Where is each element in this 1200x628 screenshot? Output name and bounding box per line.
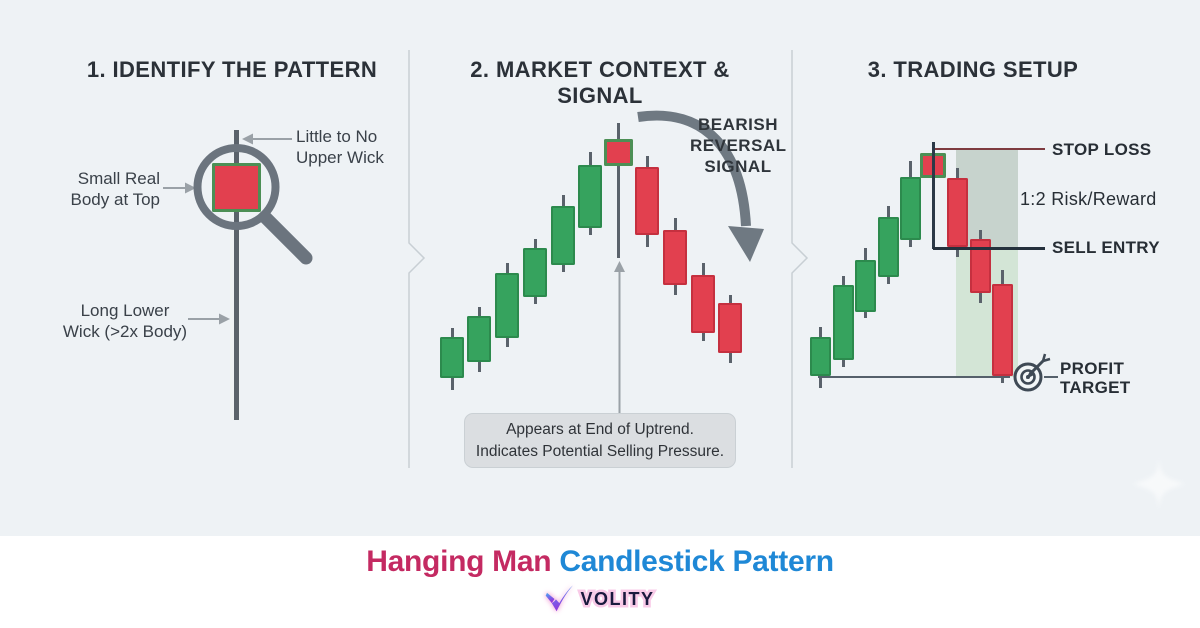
uptrend-note-box: Appears at End of Uptrend. Indicates Pot… — [464, 413, 736, 468]
entry-connector-line — [932, 142, 935, 249]
candle-body — [523, 248, 547, 297]
candle-body — [440, 337, 464, 378]
hanging-man-body — [603, 139, 633, 166]
label-real-body: Small Real Body at Top — [50, 168, 160, 210]
bearish-signal-line3: SIGNAL — [704, 157, 772, 176]
bearish-signal-line1: BEARISH — [697, 115, 778, 134]
candle-body — [551, 206, 575, 265]
bearish-signal-line2: REVERSAL — [690, 136, 787, 155]
panel-title-context: 2. MARKET CONTEXT & SIGNAL — [470, 57, 730, 108]
brand-name: VOLITY — [578, 586, 656, 611]
uptrend-note-line2: Indicates Potential Selling Pressure. — [475, 443, 725, 460]
profit-target-line1: PROFIT — [1060, 359, 1125, 378]
page-title-accent: Hanging Man — [366, 545, 552, 578]
stop-loss-label: STOP LOSS — [1052, 140, 1152, 159]
brand-row: VOLITY — [0, 582, 1200, 616]
label-lower-wick-line2: Wick (>2x Body) — [62, 322, 188, 341]
candle-body — [495, 273, 519, 338]
risk-reward-label: 1:2 Risk/Reward — [1020, 189, 1157, 209]
candle-body — [718, 303, 742, 353]
sell-entry-line — [933, 247, 1045, 250]
candle-body — [899, 177, 921, 240]
page-title: Hanging Man Candlestick Pattern — [0, 545, 1200, 579]
stop-loss-line — [933, 147, 1045, 150]
candle-body — [877, 217, 899, 277]
page-title-rest: Candlestick Pattern — [551, 545, 834, 578]
label-upper-wick: Little to No Upper Wick — [296, 126, 384, 168]
target-link-line — [1044, 375, 1058, 378]
volity-logo-icon — [546, 585, 574, 612]
candle-body — [969, 239, 991, 293]
profit-target-line2: TARGET — [1060, 378, 1131, 397]
footer-band — [0, 536, 1200, 628]
sparkle-watermark-icon — [1133, 458, 1185, 510]
label-lower-wick-line1: Long Lower — [80, 301, 170, 320]
candle-body — [854, 260, 876, 312]
hangman-long-wick — [234, 130, 239, 420]
bearish-signal-label: BEARISH REVERSAL SIGNAL — [690, 114, 786, 177]
candle-body — [578, 165, 602, 228]
label-lower-wick: Long Lower Wick (>2x Body) — [55, 300, 195, 342]
candle-body — [809, 337, 831, 376]
candle-body — [946, 178, 968, 247]
uptrend-note-line1: Appears at End of Uptrend. — [506, 421, 694, 438]
sell-entry-label: SELL ENTRY — [1052, 238, 1160, 257]
label-upper-wick-line2: Upper Wick — [296, 148, 384, 167]
profit-target-line — [818, 375, 1010, 378]
panel-title-identify: 1. IDENTIFY THE PATTERN — [86, 57, 378, 82]
panel-title-setup: 3. TRADING SETUP — [867, 57, 1079, 82]
hanging-man-wick — [616, 123, 620, 258]
candle-body — [991, 284, 1013, 376]
candle-body — [832, 285, 854, 360]
label-real-body-line1: Small Real — [77, 169, 160, 188]
candle-body — [691, 275, 715, 333]
candle-body — [663, 230, 687, 285]
profit-target-label: PROFIT TARGET — [1060, 359, 1130, 397]
label-real-body-line2: Body at Top — [70, 190, 160, 209]
candle-body — [467, 316, 491, 362]
label-upper-wick-line1: Little to No — [296, 127, 378, 146]
